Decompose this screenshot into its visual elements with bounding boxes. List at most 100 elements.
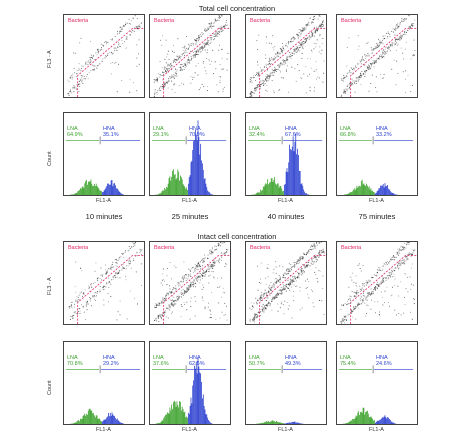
event-dot — [372, 291, 375, 293]
event-dot — [107, 292, 109, 294]
event-dot — [184, 64, 186, 66]
event-dot — [213, 25, 215, 27]
event-dot — [322, 37, 324, 40]
event-dot — [208, 269, 210, 271]
event-dot — [254, 90, 256, 92]
event-dot — [205, 271, 207, 273]
event-dot — [269, 294, 271, 296]
event-dot — [190, 59, 192, 61]
lna-bar — [358, 186, 360, 195]
event-dot — [283, 60, 285, 62]
event-dot — [266, 74, 268, 76]
event-dot — [174, 74, 176, 76]
event-dot — [322, 250, 324, 252]
event-dot — [365, 57, 367, 59]
event-dot — [133, 297, 135, 299]
event-dot — [88, 286, 90, 288]
event-dot — [395, 267, 397, 269]
event-dot — [80, 267, 82, 269]
event-dot — [317, 76, 319, 78]
event-dot — [101, 49, 103, 51]
event-dot — [186, 309, 188, 311]
event-dot — [220, 27, 222, 29]
event-dot — [130, 246, 132, 248]
event-dot — [153, 95, 156, 97]
event-dot — [154, 319, 156, 321]
event-dot — [283, 313, 285, 315]
event-dot — [179, 70, 181, 72]
event-dot — [105, 55, 107, 57]
event-dot — [382, 43, 384, 45]
event-dot — [90, 54, 92, 56]
event-dot — [323, 250, 325, 252]
event-dot — [123, 267, 126, 269]
event-dot — [139, 24, 141, 26]
event-dot — [283, 284, 285, 286]
lna-bar — [276, 421, 278, 424]
event-dot — [221, 48, 223, 50]
event-dot — [226, 251, 228, 253]
lna-bar — [353, 188, 355, 195]
hna-bar — [190, 162, 192, 195]
event-dot — [197, 74, 199, 76]
event-dot — [301, 52, 303, 54]
event-dot — [173, 300, 175, 302]
event-dot — [276, 279, 278, 281]
lna-bar — [274, 177, 276, 195]
lna-bar — [266, 421, 268, 424]
event-dot — [262, 307, 264, 309]
event-dot — [67, 79, 69, 81]
lna-bar — [81, 418, 83, 424]
event-dot — [96, 54, 98, 56]
lna-bar — [275, 421, 276, 424]
event-dot — [69, 91, 71, 93]
event-dot — [405, 18, 407, 20]
event-dot — [141, 22, 143, 24]
event-dot — [346, 300, 348, 302]
event-dot — [90, 41, 92, 43]
event-dot — [222, 88, 224, 90]
event-dot — [182, 277, 184, 279]
event-dot — [125, 22, 127, 24]
event-dot — [397, 72, 399, 75]
event-dot — [397, 27, 399, 29]
event-dot — [414, 54, 416, 56]
event-dot — [409, 253, 411, 255]
event-dot — [299, 258, 301, 260]
event-dot — [188, 43, 190, 45]
event-dot — [220, 31, 222, 33]
hist-y-axis-label: Count — [47, 151, 53, 166]
event-dot — [210, 37, 212, 39]
event-dot — [315, 267, 317, 269]
event-dot — [398, 261, 400, 263]
event-dot — [211, 34, 213, 37]
event-dot — [405, 34, 407, 36]
event-dot — [175, 300, 177, 302]
event-dot — [69, 77, 71, 79]
event-dot — [268, 76, 270, 78]
event-dot — [132, 18, 134, 20]
event-dot — [257, 83, 259, 85]
event-dot — [171, 79, 173, 81]
event-dot — [212, 265, 214, 267]
event-dot — [287, 284, 289, 286]
event-dot — [393, 59, 395, 61]
event-dot — [269, 76, 271, 78]
event-dot — [412, 22, 414, 24]
event-dot — [80, 267, 82, 269]
event-dot — [203, 287, 205, 289]
event-dot — [378, 313, 380, 316]
event-dot — [314, 18, 316, 20]
event-dot — [308, 21, 310, 23]
lna-percent: 37.6% — [153, 361, 169, 367]
event-dot — [281, 51, 283, 53]
event-dot — [185, 49, 187, 51]
event-dot — [318, 256, 320, 259]
event-dot — [287, 283, 289, 285]
event-dot — [196, 276, 198, 278]
event-dot — [188, 287, 190, 289]
event-dot — [160, 318, 163, 320]
event-dot — [87, 78, 89, 80]
event-dot — [366, 299, 368, 301]
event-dot — [352, 80, 354, 82]
